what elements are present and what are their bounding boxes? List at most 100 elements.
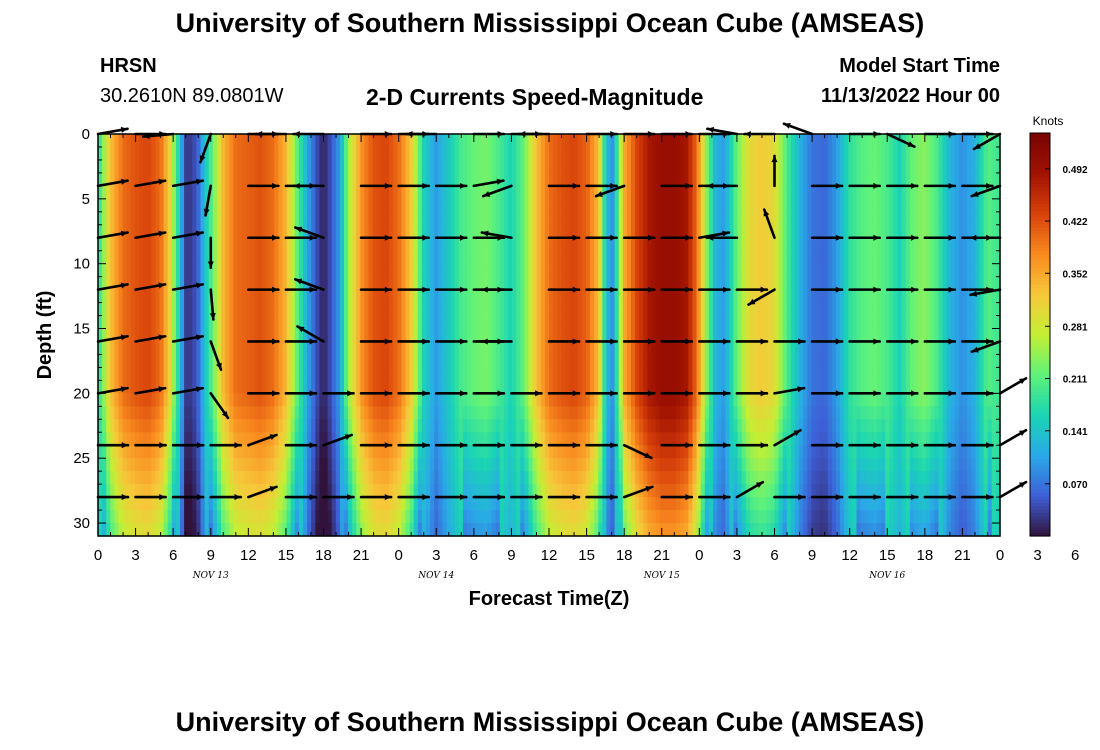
heatmap-cell — [237, 146, 243, 161]
heatmap-cell — [520, 250, 525, 265]
heatmap-cell — [512, 289, 517, 304]
heatmap-cell — [622, 406, 628, 420]
heatmap-cell — [98, 159, 103, 174]
heatmap-cell — [749, 159, 755, 174]
heatmap-cell — [438, 458, 443, 472]
heatmap-cell — [430, 484, 435, 498]
heatmap-cell — [622, 250, 628, 265]
heatmap-cell — [610, 211, 616, 226]
heatmap-cell — [499, 523, 505, 537]
heatmap-cell — [438, 497, 443, 511]
heatmap-cell — [323, 211, 329, 226]
heatmap-cell — [741, 523, 747, 537]
heatmap-cell — [479, 146, 484, 161]
heatmap-cell — [106, 380, 111, 394]
heatmap-cell — [458, 432, 464, 446]
heatmap-cell — [335, 393, 341, 407]
heatmap-cell — [253, 263, 259, 278]
heatmap-cell — [598, 134, 603, 148]
heatmap-cell — [413, 367, 419, 381]
heatmap-cell — [663, 471, 669, 485]
heatmap-cell — [159, 510, 165, 524]
heatmap-cell — [368, 211, 374, 226]
heatmap-cell — [171, 250, 177, 265]
heatmap-cell — [175, 250, 181, 265]
heatmap-cell — [188, 302, 193, 317]
heatmap-cell — [130, 367, 136, 381]
heatmap-cell — [700, 458, 706, 472]
heatmap-cell — [385, 146, 390, 161]
heatmap-cell — [618, 419, 624, 433]
heatmap-cell — [126, 354, 132, 369]
heatmap-cell — [229, 419, 234, 433]
heatmap-cell — [667, 250, 673, 265]
heatmap-cell — [565, 458, 571, 472]
heatmap-cell — [585, 134, 591, 148]
heatmap-cell — [598, 211, 603, 226]
heatmap-cell — [130, 354, 136, 369]
heatmap-cell — [495, 315, 501, 330]
heatmap-cell — [257, 510, 263, 524]
heatmap-cell — [528, 471, 534, 485]
heatmap-cell — [696, 237, 702, 252]
heatmap-cell — [175, 497, 181, 511]
heatmap-cell — [139, 354, 144, 369]
heatmap-cell — [614, 341, 620, 356]
heatmap-cell — [622, 484, 628, 498]
heatmap-cell — [676, 341, 681, 356]
heatmap-cell — [467, 510, 472, 524]
heatmap-cell — [487, 289, 493, 304]
heatmap-cell — [331, 224, 337, 239]
heatmap-cell — [143, 419, 148, 433]
heatmap-cell — [257, 289, 263, 304]
heatmap-cell — [745, 354, 751, 369]
heatmap-cell — [204, 484, 210, 498]
heatmap-cell — [643, 198, 648, 213]
heatmap-cell — [655, 159, 661, 174]
heatmap-cell — [303, 134, 308, 148]
heatmap-cell — [274, 471, 279, 485]
heatmap-cell — [421, 484, 427, 498]
heatmap-cell — [130, 134, 136, 148]
heatmap-cell — [569, 328, 575, 343]
heatmap-cell — [368, 341, 374, 356]
heatmap-cell — [721, 523, 726, 537]
heatmap-cell — [266, 367, 271, 381]
heatmap-cell — [495, 432, 501, 446]
heatmap-cell — [180, 523, 185, 537]
heatmap-cell — [622, 302, 628, 317]
heatmap-cell — [696, 263, 702, 278]
heatmap-cell — [434, 289, 439, 304]
heatmap-cell — [278, 458, 284, 472]
heatmap-cell — [462, 406, 468, 420]
heatmap-cell — [134, 250, 140, 265]
heatmap-cell — [717, 393, 722, 407]
heatmap-cell — [245, 406, 251, 420]
heatmap-cell — [536, 432, 542, 446]
heatmap-cell — [745, 497, 751, 511]
heatmap-cell — [651, 146, 657, 161]
heatmap-cell — [590, 172, 595, 187]
heatmap-cell — [339, 510, 345, 524]
heatmap-cell — [462, 523, 468, 537]
heatmap-cell — [331, 341, 337, 356]
heatmap-cell — [266, 497, 271, 511]
heatmap-cell — [708, 250, 714, 265]
heatmap-cell — [323, 250, 329, 265]
heatmap-cell — [540, 198, 546, 213]
heatmap-cell — [528, 263, 534, 278]
heatmap-cell — [659, 445, 665, 459]
heatmap-cell — [569, 445, 575, 459]
heatmap-cell — [368, 458, 374, 472]
heatmap-cell — [356, 419, 361, 433]
heatmap-cell — [741, 315, 747, 330]
heatmap-cell — [253, 341, 259, 356]
heatmap-cell — [237, 289, 243, 304]
heatmap-cell — [196, 341, 202, 356]
heatmap-cell — [344, 419, 349, 433]
heatmap-cell — [294, 445, 300, 459]
heatmap-cell — [643, 159, 648, 174]
heatmap-cell — [475, 198, 480, 213]
heatmap-cell — [540, 328, 546, 343]
heatmap-cell — [745, 276, 751, 291]
